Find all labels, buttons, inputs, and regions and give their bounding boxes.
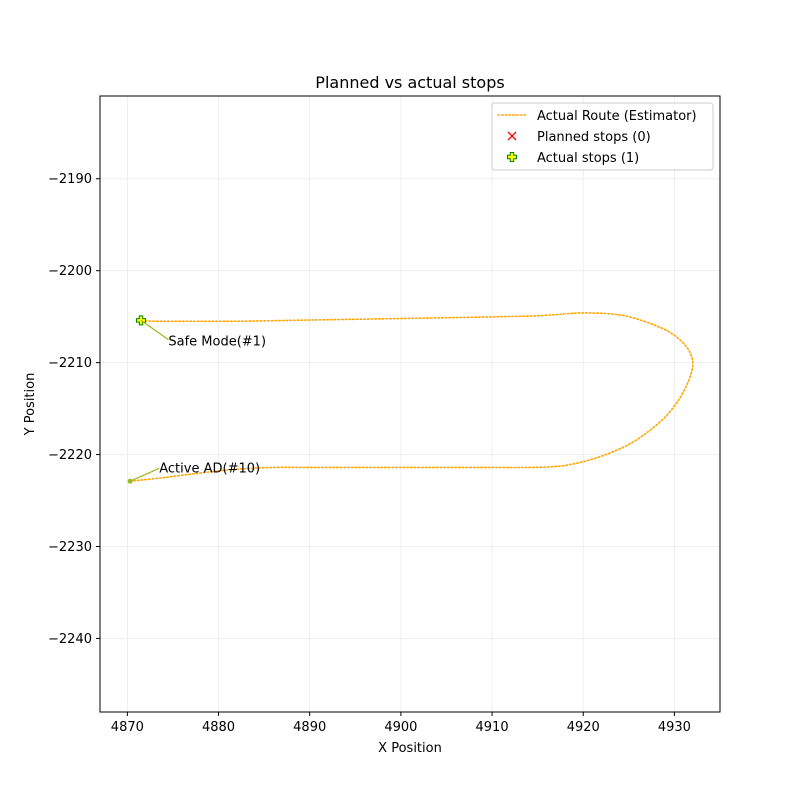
x-tick-label: 4930 — [658, 720, 691, 735]
chart-title: Planned vs actual stops — [315, 73, 504, 92]
annotation-leader-line — [129, 467, 160, 482]
legend-planned-swatch — [507, 131, 517, 141]
legend-box — [491, 102, 714, 171]
x-tick-label: 4920 — [567, 720, 600, 735]
annotations: Safe Mode(#1) Active AD(#10) — [129, 319, 266, 482]
route-line-path — [129, 312, 694, 483]
stop-markers — [136, 315, 147, 326]
y-tick-label: −2210 — [48, 356, 92, 371]
actual-stop-marker — [136, 315, 147, 326]
x-tick-label: 4910 — [476, 720, 509, 735]
legend: Actual Route (Estimator) Planned stops (0… — [491, 102, 714, 171]
y-tick-label: −2220 — [48, 448, 92, 463]
x-tick-label: 4870 — [111, 720, 144, 735]
y-tick-label: −2200 — [48, 264, 92, 279]
grid — [100, 96, 720, 712]
x-tick-label: 4890 — [293, 720, 326, 735]
y-tick-label: −2240 — [48, 632, 92, 647]
legend-route-label: Actual Route (Estimator) — [537, 109, 697, 124]
y-tick-label: −2190 — [48, 172, 92, 187]
x-tick-label: 4900 — [384, 720, 417, 735]
axis-ticks: 4870 4880 4890 4900 4910 4920 4930 −2240 −2230 −2… — [48, 172, 691, 735]
legend-actual-swatch — [507, 152, 517, 162]
plot-frame — [99, 95, 721, 713]
x-tick-label: 4880 — [202, 720, 235, 735]
annotation-label: Safe Mode(#1) — [168, 335, 266, 350]
annotation-label: Active AD(#10) — [159, 461, 260, 476]
annotation-leader-line — [140, 319, 169, 341]
x-axis-title: X Position — [378, 741, 442, 756]
y-axis-title: Y Position — [23, 373, 38, 437]
legend-planned-label: Planned stops (0) — [537, 130, 651, 145]
legend-actual-label: Actual stops (1) — [537, 151, 639, 166]
y-tick-label: −2230 — [48, 540, 92, 555]
